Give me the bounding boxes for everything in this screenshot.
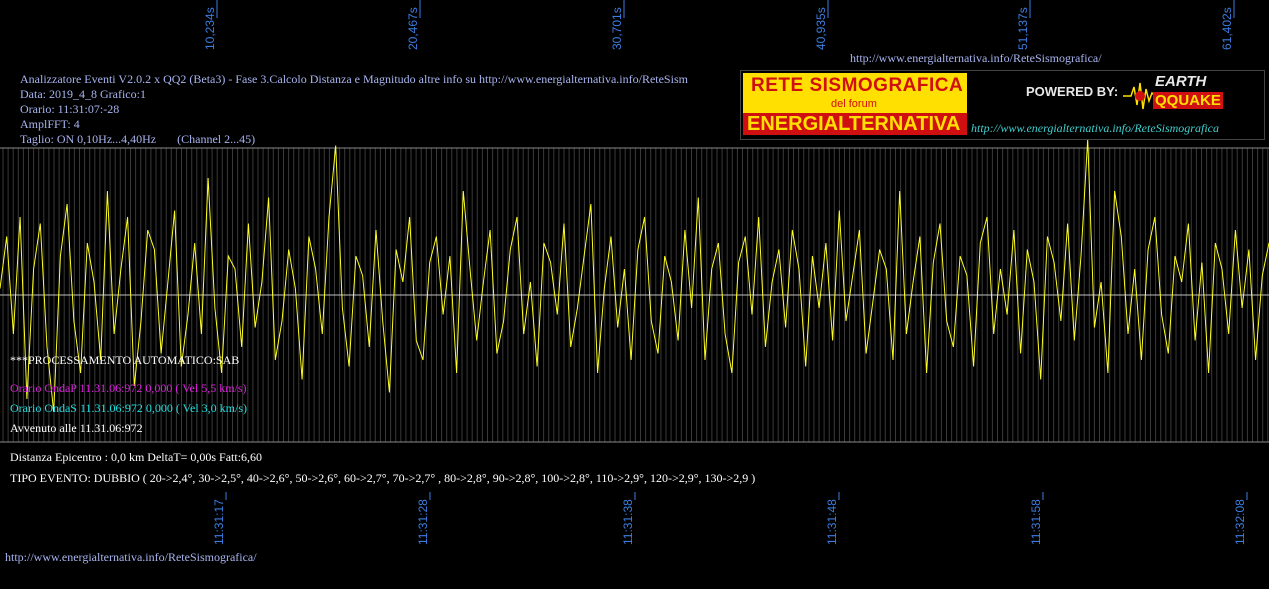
logo-line2: del forum bbox=[831, 98, 877, 110]
header-line-date: Data: 2019_4_8 Grafico:1 bbox=[20, 87, 146, 101]
logo-brand-bottom: QQUAKE bbox=[1153, 92, 1223, 109]
top-tick-label: 10,234s bbox=[203, 7, 217, 50]
processing-title: ***PROCESSAMENTO AUTOMATICO:SAB bbox=[10, 353, 240, 367]
bottom-tick-label: 11:31:28 bbox=[416, 499, 430, 545]
tipo-evento: TIPO EVENTO: DUBBIO ( 20->2,4°, 30->2,5°… bbox=[10, 471, 756, 485]
rete-sismografica-logo: RETE SISMOGRAFICA del forum ENERGIALTERN… bbox=[740, 70, 1265, 140]
top-tick-marks bbox=[216, 0, 1235, 18]
bottom-tick-label: 11:31:58 bbox=[1029, 499, 1043, 545]
avvenuto-time: Avvenuto alle 11.31.06:972 bbox=[10, 421, 143, 435]
logo-line3: ENERGIALTERNATIVA bbox=[747, 113, 961, 135]
top-tick-label: 30,701s bbox=[610, 7, 624, 50]
header-line-title: Analizzatore Eventi V2.0.2 x QQ2 (Beta3)… bbox=[20, 72, 688, 86]
top-tick-label: 40,935s bbox=[814, 7, 828, 50]
top-tick-label: 61,402s bbox=[1220, 7, 1234, 50]
logo-line3-box: ENERGIALTERNATIVA bbox=[743, 113, 967, 135]
bottom-tick-label: 11:31:17 bbox=[212, 499, 226, 545]
bottom-tick-label: 11:32:08 bbox=[1233, 499, 1247, 545]
logo-brand-top: EARTH bbox=[1155, 73, 1207, 90]
header-line-time: Orario: 11:31:07:-28 bbox=[20, 102, 120, 116]
distanza-epicentro: Distanza Epicentro : 0,0 km DeltaT= 0,00… bbox=[10, 450, 263, 464]
bottom-tick-marks bbox=[225, 492, 1248, 500]
logo-line1: RETE SISMOGRAFICA bbox=[751, 75, 964, 96]
logo-url[interactable]: http://www.energialternativa.info/ReteSi… bbox=[971, 121, 1219, 135]
top-tick-label: 20,467s bbox=[406, 7, 420, 50]
bottom-tick-label: 11:31:38 bbox=[621, 499, 635, 545]
top-tick-label: 51,137s bbox=[1016, 7, 1030, 50]
header-line-filter: Taglio: ON 0,10Hz...4,40Hz (Channel 2...… bbox=[20, 132, 256, 146]
header-info: Analizzatore Eventi V2.0.2 x QQ2 (Beta3)… bbox=[20, 72, 738, 147]
header-line-ampl: AmplFFT: 4 bbox=[20, 117, 80, 131]
logo-powered: POWERED BY: bbox=[1026, 84, 1119, 99]
top-url[interactable]: http://www.energialternativa.info/ReteSi… bbox=[850, 51, 1102, 65]
onda-p-time: Orario OndaP 11.31.06:972 0,000 ( Vel 5,… bbox=[10, 381, 247, 395]
seismic-trace bbox=[0, 138, 1269, 413]
onda-s-time: Orario OndaS 11.31.06:972 0,000 ( Vel 3,… bbox=[10, 401, 247, 415]
footer-url[interactable]: http://www.energialternativa.info/ReteSi… bbox=[5, 550, 257, 564]
bottom-tick-label: 11:31:48 bbox=[825, 499, 839, 545]
